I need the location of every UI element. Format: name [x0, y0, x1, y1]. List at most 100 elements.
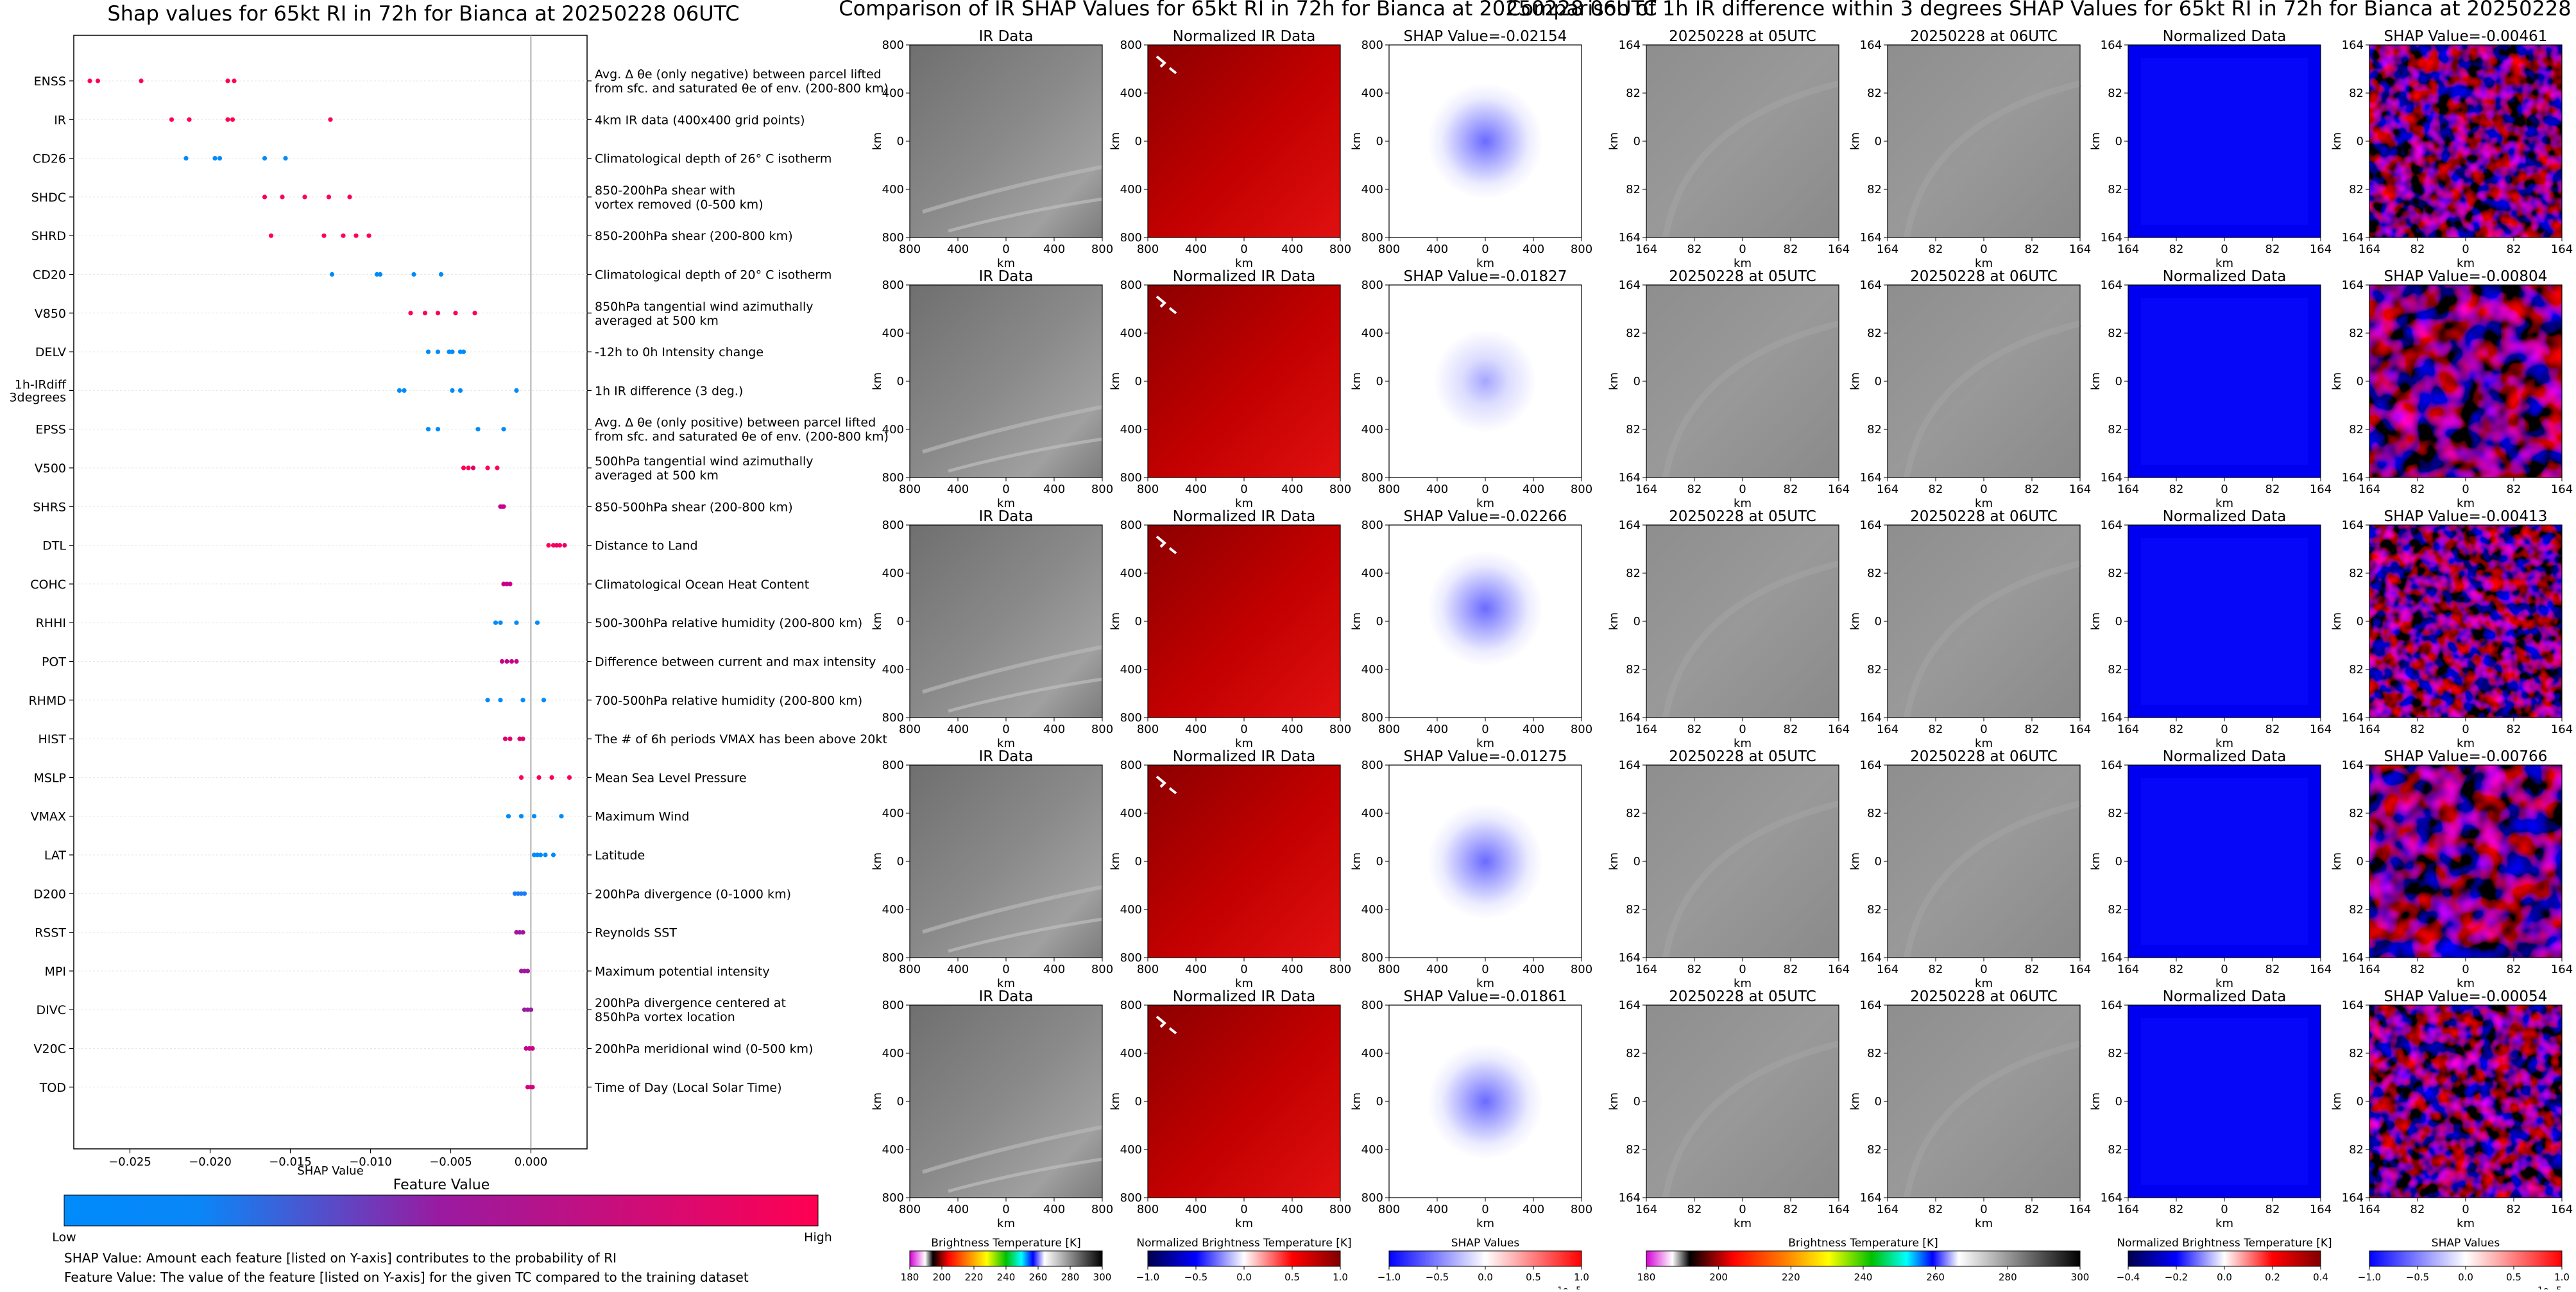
panel-ytick-label: 82: [2108, 663, 2122, 676]
feature-name-label: RHMD: [28, 694, 66, 708]
cloud-arc: [1904, 320, 2081, 478]
panel-xlabel: km: [997, 1217, 1015, 1230]
panel-xlabel: km: [2215, 497, 2233, 510]
panel-xtick-label: 0: [1002, 963, 1009, 976]
feature-description: Latitude: [595, 848, 645, 863]
panel-xlabel: km: [2457, 737, 2475, 750]
panel-xtick-label: 82: [1929, 963, 1943, 976]
panel-ytick-label: 800: [1120, 1191, 1142, 1205]
panel-title: 20250228 at 05UTC: [1669, 28, 1816, 45]
feature-description: 200hPa divergence (0-1000 km): [595, 887, 791, 901]
panel-ytick-label: 82: [2108, 807, 2122, 820]
panel-xtick-label: 164: [2358, 1203, 2380, 1216]
panel-xtick-label: 164: [2117, 483, 2139, 496]
panel-ytick-label: 400: [1361, 183, 1383, 196]
panel-xlabel: km: [1734, 497, 1752, 510]
panel-xtick-label: 800: [1091, 243, 1113, 256]
panel-xlabel: km: [1235, 977, 1253, 990]
panel-ytick-label: 164: [2101, 951, 2122, 965]
colorbar-tick-label: 220: [965, 1271, 984, 1283]
colorbar-exponent: 1e−5: [2538, 1286, 2562, 1289]
panel-xtick-label: 82: [2169, 483, 2184, 496]
panel-ytick-label: 800: [1120, 279, 1142, 292]
shap-point: [550, 543, 556, 548]
land-outline: [1156, 295, 1177, 314]
colorbar-high-label: High: [804, 1230, 832, 1245]
panel-xlabel: km: [1975, 497, 1993, 510]
cloud-band: [922, 1125, 1103, 1174]
shap-point: [530, 1046, 535, 1051]
panel-ytick-label: 82: [1626, 1047, 1641, 1060]
panel-ytick-label: 164: [2342, 39, 2364, 52]
normalized-data-core: [2141, 58, 2308, 225]
panel-ytick-label: 82: [2349, 1143, 2364, 1157]
panel-ytick-label: 400: [1361, 663, 1383, 676]
panel-ytick-label: 800: [882, 471, 904, 485]
land-outline: [1156, 775, 1177, 795]
panel-ytick-label: 400: [1361, 567, 1383, 580]
panel-ytick-label: 0: [2357, 615, 2364, 628]
panel-ytick-label: 800: [1361, 39, 1383, 52]
shap-point: [515, 891, 521, 896]
panel-xtick-label: 0: [1980, 963, 1987, 976]
shap-hotspot: [1428, 551, 1543, 666]
panel-xtick-label: 82: [1687, 723, 1702, 736]
panel-xlabel: km: [2215, 977, 2233, 990]
feature-row: CD26 Climatological depth of 26° C isothe…: [33, 152, 832, 166]
panel-title: IR Data: [979, 748, 1034, 765]
feature-name-label: D200: [33, 887, 66, 901]
shap-point: [543, 852, 548, 857]
colorbar-tick-label: 260: [1926, 1271, 1945, 1283]
panel-ytick-label: 0: [2357, 375, 2364, 388]
shap-point: [508, 581, 513, 587]
panel-ylabel: km: [1109, 372, 1122, 390]
panel-ytick-label: 164: [1619, 951, 1641, 965]
feature-row: IR 4km IR data (400x400 grid points): [54, 113, 805, 127]
panel-ytick-label: 0: [2357, 135, 2364, 148]
panel-title: Normalized IR Data: [1173, 748, 1316, 765]
panel-ytick-label: 82: [2349, 903, 2364, 917]
normalized-ir-image: [1148, 285, 1340, 478]
panel-ylabel: km: [1848, 1092, 1862, 1110]
panel-colorbar: Brightness Temperature [K] 180 200 220 240 26…: [901, 1237, 1112, 1283]
panel-xtick-label: 400: [947, 243, 969, 256]
panel-xtick-label: 800: [1378, 243, 1400, 256]
panel-xtick-label: 164: [1828, 483, 1850, 496]
panel-ytick-label: 0: [1875, 135, 1882, 148]
panel-ytick-label: 82: [1867, 807, 1882, 820]
panel-title: 20250228 at 06UTC: [1910, 28, 2058, 45]
panel-ytick-label: 800: [1361, 999, 1383, 1012]
panel-ytick-label: 400: [882, 183, 904, 196]
panel-xtick-label: 82: [2025, 723, 2040, 736]
panel-xtick-label: 82: [1929, 723, 1943, 736]
panel-title: 20250228 at 06UTC: [1910, 748, 2058, 765]
panel-ytick-label: 0: [2357, 1095, 2364, 1108]
panel-ytick-label: 400: [1120, 327, 1142, 340]
shap-point: [514, 388, 519, 393]
feature-row: MSLP Mean Sea Level Pressure: [34, 771, 747, 785]
panel-ytick-label: 0: [1875, 855, 1882, 868]
panel-xtick-label: 164: [1877, 243, 1898, 256]
panel-ytick-label: 82: [2349, 327, 2364, 340]
normalized-data-core: [2141, 298, 2308, 465]
panel-xtick-label: 400: [947, 1203, 969, 1216]
shap-point: [466, 465, 471, 470]
panel-xtick-label: 800: [899, 483, 921, 496]
panel-xtick-label: 800: [899, 723, 921, 736]
panel-xtick-label: 82: [1687, 243, 1702, 256]
colorbar-tick-label: 0.0: [2217, 1271, 2232, 1283]
ir-snapshot-image: [1646, 285, 1839, 478]
feature-description: 850hPa tangential wind azimuthally: [595, 300, 814, 314]
shap-point: [366, 233, 371, 238]
panel-ytick-label: 0: [1135, 615, 1142, 628]
panel-title: 20250228 at 05UTC: [1669, 268, 1816, 285]
feature-row: VMAX Maximum Wind: [31, 810, 690, 824]
cloud-band: [922, 645, 1103, 694]
panel-xtick-label: 400: [1281, 1203, 1303, 1216]
beeswarm-axes-frame: [73, 35, 588, 1150]
colorbar-label: Normalized Brightness Temperature [K]: [1136, 1237, 1351, 1250]
panel-xtick-label: 400: [947, 723, 969, 736]
shap-point: [514, 930, 519, 935]
